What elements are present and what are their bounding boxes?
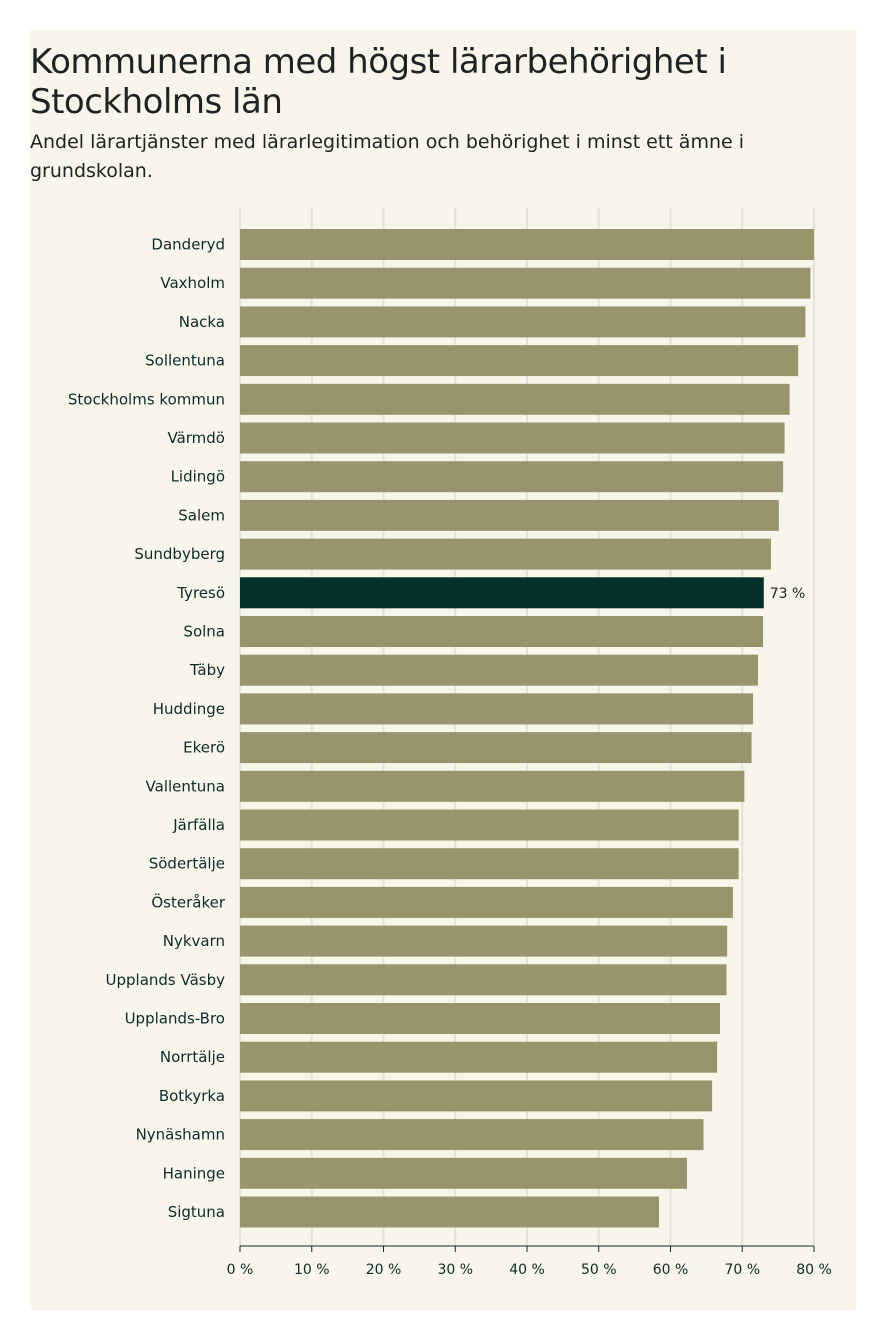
category-label: Värmdö [167, 429, 225, 447]
bar [240, 461, 784, 493]
category-label: Sundbyberg [134, 545, 225, 563]
bar [240, 538, 771, 570]
data-label: 73 % [770, 586, 806, 602]
category-label: Upplands Väsby [106, 971, 226, 989]
category-label: Norrtälje [160, 1048, 225, 1066]
category-label: Vallentuna [146, 777, 225, 795]
category-label: Täby [189, 661, 225, 679]
category-label: Nacka [179, 313, 225, 331]
category-label: Österåker [151, 892, 225, 911]
bar [240, 693, 754, 725]
x-tick-label: 40 % [509, 1262, 545, 1278]
chart-title: Kommunerna med högst lärarbehörighet i S… [30, 42, 727, 122]
bar [240, 1196, 660, 1228]
x-tick-label: 60 % [653, 1262, 689, 1278]
bar [240, 616, 764, 647]
bar [240, 422, 785, 454]
bar [240, 306, 806, 338]
bar [240, 1157, 688, 1189]
category-label: Sollentuna [145, 352, 225, 370]
bar [240, 345, 799, 377]
category-label: Södertälje [149, 855, 225, 873]
x-tick-label: 50 % [581, 1262, 617, 1278]
category-label: Salem [178, 506, 225, 524]
category-label: Nynäshamn [136, 1126, 225, 1144]
bar [240, 1080, 713, 1112]
bar [240, 732, 752, 764]
bar [240, 848, 739, 880]
x-tick-label: 30 % [437, 1262, 473, 1278]
category-label: Tyresö [176, 584, 225, 602]
chart-subtitle: Andel lärartjänster med lärarlegitimatio… [30, 131, 745, 182]
bar [240, 1041, 718, 1073]
category-label: Järfälla [172, 816, 225, 834]
bar [240, 886, 733, 918]
category-label: Danderyd [151, 236, 225, 254]
bar [240, 267, 811, 299]
category-label: Solna [183, 623, 225, 641]
bar [240, 1119, 704, 1151]
category-label: Lidingö [171, 468, 225, 486]
x-tick-label: 70 % [724, 1262, 760, 1278]
bar [240, 577, 764, 609]
category-label: Ekerö [183, 739, 225, 757]
category-label: Huddinge [153, 700, 225, 718]
bar [240, 383, 790, 415]
category-label: Stockholms kommun [68, 390, 225, 408]
bar [240, 964, 727, 996]
bar [240, 229, 814, 260]
bar [240, 770, 745, 802]
category-label: Vaxholm [160, 274, 225, 292]
x-tick-label: 0 % [227, 1262, 254, 1278]
x-tick-label: 10 % [294, 1262, 330, 1278]
category-label: Nykvarn [163, 932, 225, 950]
category-label: Upplands-Bro [125, 1010, 225, 1028]
category-label: Haninge [163, 1164, 225, 1182]
bar [240, 654, 759, 686]
category-label: Sigtuna [168, 1203, 225, 1221]
bar [240, 809, 739, 841]
x-tick-label: 80 % [796, 1262, 832, 1278]
x-tick-label: 20 % [366, 1262, 402, 1278]
bar [240, 1003, 721, 1034]
bar [240, 499, 779, 531]
category-label: Botkyrka [159, 1087, 225, 1105]
bar [240, 925, 728, 957]
